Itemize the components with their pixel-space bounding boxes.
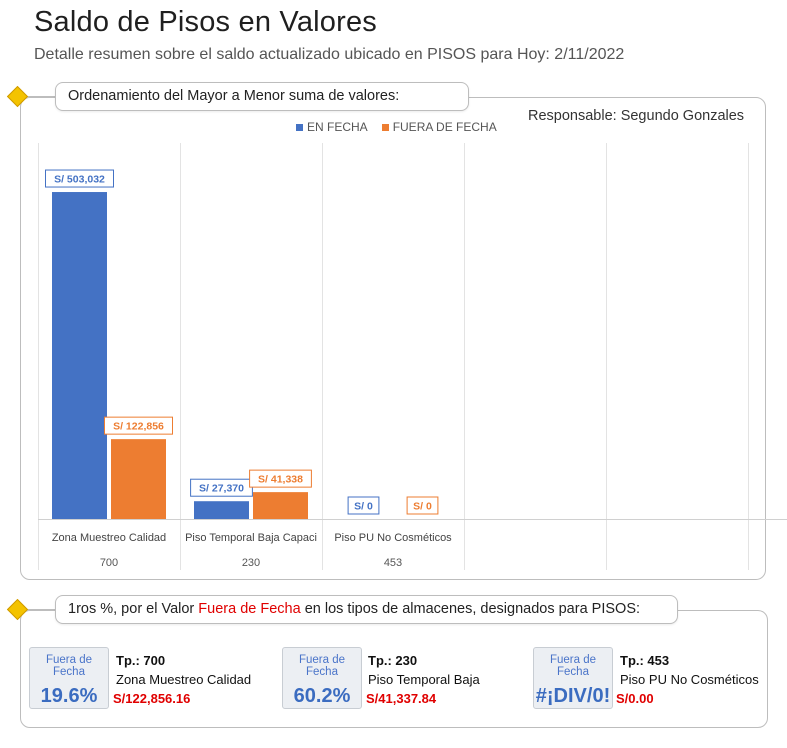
pct-card-value: #¡DIV/0!: [535, 685, 611, 707]
legend-swatch-blue: [296, 123, 303, 131]
bar-en-fecha: [194, 501, 249, 519]
pct-card-money: S/0.00: [616, 691, 654, 706]
bar-en-fecha: [52, 192, 107, 519]
pct-card-value: 60.2%: [293, 685, 351, 707]
data-label: S/ 0: [413, 501, 432, 513]
data-label: S/ 122,856: [113, 421, 164, 433]
responsable-label: Responsable: Segundo Gonzales: [528, 108, 745, 124]
data-label-box: [406, 496, 439, 515]
pct-card-label: Fuera de Fecha: [549, 654, 597, 678]
category-label: Zona Muestreo Calidad: [52, 532, 166, 544]
legend-label-fuera-de-fecha: FUERA DE FECHA: [392, 120, 497, 134]
chart-callout: Ordenamiento del Mayor a Menor suma de v…: [55, 82, 469, 111]
data-label-box: [104, 416, 173, 435]
data-label: S/ 41,338: [258, 474, 303, 486]
pct-card-name: Piso Temporal Baja: [368, 672, 480, 687]
pct-card-label: Fuera de Fecha: [45, 654, 93, 678]
legend-label-en-fecha: EN FECHA: [307, 120, 368, 134]
percent-callout-text: 1ros %, por el Valor: [68, 601, 199, 617]
pct-card-tp: Tp.: 700: [116, 653, 166, 668]
data-label-box: [45, 169, 114, 188]
percent-callout-text-end: en los tipos de almacenes, designados pa…: [300, 601, 641, 617]
pct-card-label: Fuera de Fecha: [298, 654, 346, 678]
percent-panel: [20, 610, 768, 728]
pct-card-money: S/41,337.84: [366, 691, 437, 706]
pct-card-box: Fuera de Fecha 19.6%: [29, 647, 109, 709]
pct-card-box: Fuera de Fecha #¡DIV/0!: [533, 647, 613, 709]
pct-card-value: 19.6%: [40, 685, 98, 707]
callout-connector: [14, 96, 56, 97]
chart-legend: EN FECHA FUERA DE FECHA: [296, 120, 497, 134]
data-label: S/ 0: [354, 501, 373, 513]
legend-item-fuera-de-fecha: FUERA DE FECHA: [381, 120, 497, 134]
data-label-box: [347, 496, 380, 515]
percent-callout-highlight: Fuera de Fecha: [198, 601, 301, 617]
bar-fuera-de-fecha: [111, 439, 166, 519]
page-subtitle: Detalle resumen sobre el saldo actualiza…: [34, 46, 625, 63]
pct-card-box: Fuera de Fecha 60.2%: [282, 647, 362, 709]
legend-item-en-fecha: EN FECHA: [296, 120, 368, 134]
legend-swatch-orange: [381, 123, 389, 131]
category-code: 453: [384, 557, 402, 569]
category-code: 230: [242, 557, 260, 569]
pct-card-name: Piso PU No Cosméticos: [620, 672, 759, 687]
data-label-box: [190, 478, 253, 497]
pct-card-tp: Tp.: 230: [368, 653, 418, 668]
callout-connector: [14, 609, 56, 610]
pct-card-money: S/122,856.16: [113, 691, 191, 706]
page-title: Saldo de Pisos en Valores: [34, 6, 378, 38]
pct-card-name: Zona Muestreo Calidad: [116, 672, 252, 687]
category-code: 700: [100, 557, 118, 569]
data-label-box: [249, 469, 312, 488]
data-label: S/ 503,032: [54, 174, 105, 186]
category-label: Piso PU No Cosméticos: [334, 532, 452, 544]
percent-callout: 1ros %, por el Valor Fuera de Fecha en l…: [55, 595, 678, 624]
data-label: S/ 27,370: [199, 483, 244, 495]
bar-fuera-de-fecha: [253, 492, 308, 519]
pct-card-tp: Tp.: 453: [620, 653, 670, 668]
category-label: Piso Temporal Baja Capaci: [185, 532, 317, 544]
bar-chart: Zona Muestreo Calidad 700 S/ 503,032 S/ 122…: [38, 143, 787, 570]
